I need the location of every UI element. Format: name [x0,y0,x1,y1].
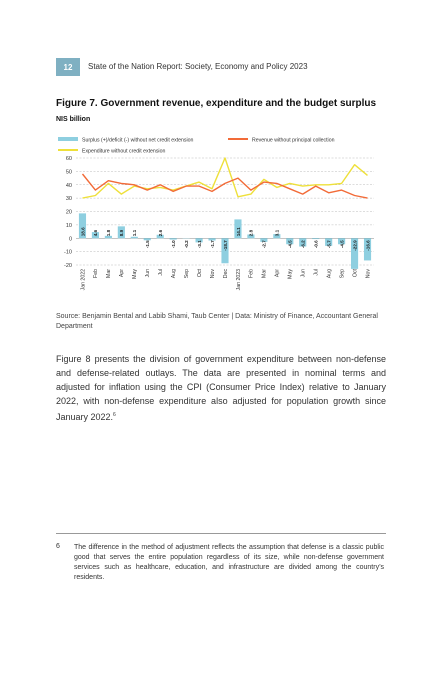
bar-data-label: -18.7 [223,240,228,251]
x-tick-label: Jul [158,269,164,276]
y-tick-label: 0 [69,236,72,242]
x-tick-label: Aug [171,269,177,278]
x-tick-label: Sep [339,269,345,278]
bar-data-label: 2.8 [249,229,254,236]
figure-source: Source: Benjamin Bental and Labib Shami,… [56,313,378,330]
bar-data-label: 14.1 [236,227,241,236]
x-tick-label: Dec [223,269,229,279]
page-number-badge: 12 [56,58,80,76]
bar-data-label: -5.7 [326,240,331,248]
legend-label-surplus: Surplus (+)/deficit (-) without net cred… [82,138,194,144]
surplus-bar [273,234,281,239]
x-tick-label: Feb [249,269,255,278]
bar-data-label: -6.2 [301,240,306,248]
bar-data-label: 1.1 [132,229,137,236]
y-tick-label: 50 [66,169,72,175]
x-tick-label: May [288,269,294,279]
surplus-bar [143,238,151,241]
bar-data-label: -4.5 [288,240,293,248]
y-tick-label: 10 [66,223,72,229]
y-tick-label: -10 [64,250,72,256]
bar-data-label: 1.8 [106,229,111,236]
budget-chart: Surplus (+)/deficit (-) without net cred… [58,137,374,290]
legend-swatch-surplus [58,137,78,141]
x-tick-label: Apr [275,269,281,277]
bar-data-label: -0.6 [313,240,318,248]
x-tick-label: May [132,269,138,279]
x-tick-label: Jun [145,269,151,277]
surplus-bar [195,238,203,243]
footnote-number: 6 [56,543,60,550]
x-tick-label: Jul [313,269,319,276]
surplus-bar [208,238,216,241]
surplus-bar [325,238,333,246]
body-paragraph: Figure 8 presents the division of govern… [56,352,386,424]
expenditure-line [82,157,368,199]
bar-data-label: -2.7 [262,240,267,248]
x-tick-label: Jun [301,269,307,277]
surplus-bar [299,238,307,247]
legend-label-revenue: Revenue without principal collection [252,138,335,144]
x-tick-label: Nov [365,269,371,279]
surplus-bar [247,234,255,239]
x-tick-label: Jan 2022 [80,269,86,290]
y-tick-label: 60 [66,156,72,162]
surplus-bar [221,238,229,264]
bar-data-label: 8.9 [119,229,124,236]
x-tick-label: Sep [184,269,190,278]
figure-title: Figure 7. Government revenue, expenditur… [56,98,377,109]
y-tick-label: 30 [66,196,72,202]
x-tick-label: Nov [210,269,216,279]
y-tick-label: 20 [66,210,72,216]
legend-label-expenditure: Expenditure without credit extension [82,149,165,155]
x-tick-label: Feb [93,269,99,278]
bar-data-label: -1.0 [171,240,176,248]
bar-data-label: 2.6 [158,229,163,236]
surplus-bar [286,238,294,245]
surplus-bar [312,238,320,240]
surplus-bar [351,238,359,269]
surplus-bar [104,235,112,239]
x-tick-label: Aug [326,269,332,278]
bar-data-label: -0.2 [184,240,189,248]
y-tick-label: 40 [66,183,72,189]
body-paragraph-text: Figure 8 presents the division of govern… [56,354,386,422]
x-tick-label: Mar [262,269,268,278]
surplus-bar [234,219,242,239]
bar-data-label: -4.5 [339,240,344,248]
surplus-bar [169,238,177,240]
surplus-bar [260,238,268,242]
running-header: State of the Nation Report: Society, Eco… [88,62,308,71]
surplus-bar [117,226,125,239]
x-tick-label: Mar [106,269,112,278]
bar-data-label: 4.6 [93,229,98,236]
surplus-bar [78,213,87,239]
surplus-bar [156,234,164,239]
x-tick-label: Jan 2023 [236,269,242,290]
surplus-bar [130,236,138,239]
x-tick-label: Oct [197,268,203,277]
footnote-ref[interactable]: 6 [113,412,116,418]
figure-unit: NIS billion [56,116,91,123]
surplus-bar [338,238,346,245]
bar-data-label: -1.7 [210,240,215,248]
bar-data-label: -22.9 [352,240,357,251]
bar-data-label: 3.1 [275,229,280,236]
bar-data-label: -16.6 [365,240,370,251]
surplus-bar [91,232,99,239]
bar-data-label: -3.1 [197,240,202,248]
footnote-divider [56,533,386,534]
y-tick-label: -20 [64,263,72,269]
revenue-line [81,173,368,199]
x-tick-label: Oct [352,268,358,277]
x-tick-label: Apr [119,269,125,277]
bar-data-label: -1.5 [145,240,150,248]
surplus-bar [363,238,372,261]
bar-data-label: 18.6 [80,227,85,236]
footnote-text: The difference in the method of adjustme… [74,544,384,581]
